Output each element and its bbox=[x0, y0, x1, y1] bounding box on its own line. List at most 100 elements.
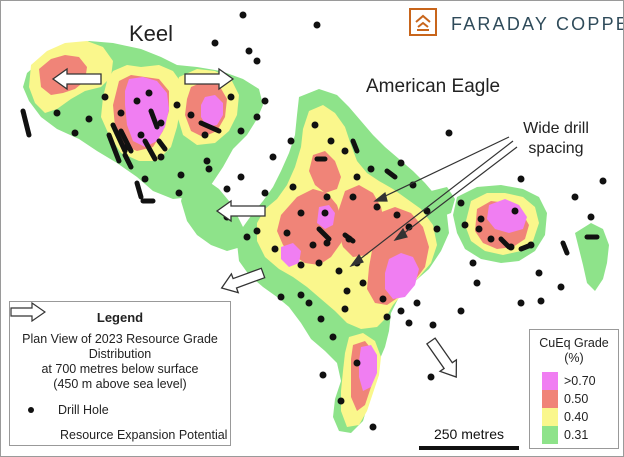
grade-label: >0.70 bbox=[564, 374, 596, 388]
drill-hole bbox=[157, 153, 165, 161]
pointer-line-2 bbox=[354, 140, 514, 264]
drill-hole bbox=[305, 299, 313, 307]
drill-hole bbox=[571, 193, 579, 201]
inclined-drill-hole bbox=[518, 242, 534, 252]
drill-hole bbox=[297, 209, 305, 217]
drill-holes bbox=[20, 11, 607, 431]
drill-hole bbox=[317, 315, 325, 323]
expansion-arrow-ae-west bbox=[215, 199, 266, 223]
drill-hole bbox=[253, 57, 261, 65]
inclined-drill-hole bbox=[142, 138, 158, 162]
drill-hole bbox=[321, 209, 329, 217]
drill-hole bbox=[343, 287, 351, 295]
drill-hole bbox=[201, 131, 209, 139]
grade-row-3: 0.31 bbox=[542, 426, 612, 444]
drill-hole bbox=[297, 291, 305, 299]
drill-hole bbox=[341, 147, 349, 155]
drill-hole bbox=[211, 39, 219, 47]
drill-hole bbox=[353, 173, 361, 181]
logo-mark-icon bbox=[409, 8, 437, 36]
drill-hole bbox=[253, 113, 261, 121]
inclined-drill-hole bbox=[384, 168, 398, 180]
grade-legend: CuEq Grade (%) >0.70 0.50 0.40 0.31 bbox=[529, 329, 619, 449]
drill-hole bbox=[353, 359, 361, 367]
logo-text: FARADAY COPPER bbox=[451, 14, 623, 34]
pointer-line-3 bbox=[398, 146, 518, 238]
inclined-drill-hole bbox=[350, 138, 360, 154]
drill-hole bbox=[85, 115, 93, 123]
grade-zone-magenta bbox=[125, 77, 527, 391]
grade-swatch-salmon bbox=[542, 390, 558, 408]
drill-hole bbox=[599, 177, 607, 185]
inclined-drill-hole bbox=[198, 120, 222, 134]
drill-hole bbox=[457, 199, 465, 207]
pointer-arrowhead-3 bbox=[393, 227, 408, 241]
drill-hole bbox=[341, 305, 349, 313]
drill-hole bbox=[397, 307, 405, 315]
drill-hole bbox=[473, 279, 481, 287]
drill-hole bbox=[461, 221, 469, 229]
drill-hole bbox=[397, 159, 405, 167]
drill-hole bbox=[71, 129, 79, 137]
drill-hole bbox=[283, 229, 291, 237]
inclined-drill-hole bbox=[118, 128, 134, 154]
drill-hole bbox=[261, 189, 269, 197]
expansion-arrow-keel-west bbox=[51, 67, 102, 91]
drill-hole bbox=[53, 109, 61, 117]
grade-row-2: 0.40 bbox=[542, 408, 612, 426]
inclined-drill-hole bbox=[498, 236, 512, 250]
drill-hole bbox=[205, 165, 213, 173]
drill-hole bbox=[311, 121, 319, 129]
drill-hole bbox=[557, 283, 565, 291]
drill-hole bbox=[511, 207, 519, 215]
grade-label: 0.50 bbox=[564, 392, 589, 406]
grade-row-0: >0.70 bbox=[542, 372, 612, 390]
legend-box: Legend Plan View of 2023 Resource Grade … bbox=[9, 301, 231, 446]
legend-drill-hole-label: Drill Hole bbox=[58, 403, 109, 417]
inclined-drill-hole bbox=[20, 108, 32, 138]
american-eagle-label: American Eagle bbox=[366, 76, 501, 97]
drill-hole bbox=[313, 21, 321, 29]
drill-hole bbox=[289, 183, 297, 191]
drill-hole bbox=[243, 233, 251, 241]
drill-hole bbox=[445, 129, 453, 137]
inclined-drill-hole bbox=[316, 226, 332, 242]
drill-hole bbox=[187, 111, 195, 119]
inclined-drill-hole bbox=[134, 180, 144, 200]
inclined-drill-hole bbox=[560, 240, 570, 256]
drill-hole bbox=[137, 131, 145, 139]
drill-hole bbox=[379, 295, 387, 303]
wide-drill-spacing-text: Wide drill spacing bbox=[523, 120, 589, 157]
drill-hole bbox=[177, 171, 185, 179]
expansion-arrow-keel-east bbox=[184, 67, 235, 91]
drill-hole bbox=[145, 89, 153, 97]
drill-hole bbox=[383, 313, 391, 321]
drill-hole bbox=[337, 397, 345, 405]
drill-hole bbox=[175, 189, 183, 197]
drill-hole bbox=[271, 245, 279, 253]
drill-hole bbox=[367, 165, 375, 173]
drill-hole bbox=[203, 157, 211, 165]
drill-hole bbox=[475, 225, 483, 233]
drill-hole bbox=[487, 235, 495, 243]
scale-label: 250 metres bbox=[433, 426, 505, 442]
pointer-arrowhead-2 bbox=[349, 253, 364, 268]
inclined-drill-hole bbox=[110, 122, 128, 154]
wide-drill-spacing-pointers bbox=[349, 136, 518, 268]
drill-hole bbox=[141, 175, 149, 183]
grade-label: 0.40 bbox=[564, 410, 589, 424]
legend-expansion-label: Resource Expansion Potential bbox=[60, 428, 228, 442]
grade-swatch-yellow bbox=[542, 408, 558, 426]
drill-hole bbox=[315, 259, 323, 267]
inclined-drill-hole bbox=[156, 138, 168, 152]
drill-hole bbox=[261, 97, 269, 105]
drill-hole bbox=[457, 307, 465, 315]
drill-hole bbox=[239, 11, 247, 19]
drill-hole bbox=[309, 241, 317, 249]
inclined-drill-hole bbox=[342, 232, 356, 244]
drill-hole bbox=[477, 215, 485, 223]
drill-hole bbox=[237, 173, 245, 181]
drill-hole bbox=[223, 185, 231, 193]
drill-hole bbox=[349, 193, 357, 201]
